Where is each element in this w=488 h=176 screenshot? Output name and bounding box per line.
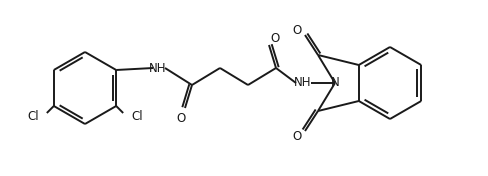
Text: O: O xyxy=(292,24,302,36)
Text: O: O xyxy=(270,33,280,46)
Text: N: N xyxy=(331,77,339,90)
Text: Cl: Cl xyxy=(131,109,143,122)
Text: Cl: Cl xyxy=(27,111,39,124)
Text: NH: NH xyxy=(149,61,167,74)
Text: O: O xyxy=(292,130,302,143)
Text: NH: NH xyxy=(294,77,312,90)
Text: O: O xyxy=(176,112,185,124)
